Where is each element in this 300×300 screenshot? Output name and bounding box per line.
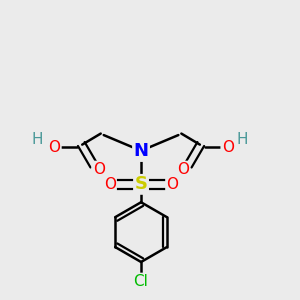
Text: O: O <box>104 177 116 192</box>
Text: H: H <box>237 132 248 147</box>
Text: O: O <box>177 162 189 177</box>
Text: O: O <box>48 140 60 154</box>
Text: O: O <box>93 162 105 177</box>
Text: Cl: Cl <box>134 274 148 289</box>
Text: O: O <box>167 177 178 192</box>
Text: S: S <box>134 175 148 193</box>
Text: H: H <box>32 132 43 147</box>
Text: N: N <box>134 142 148 160</box>
Text: O: O <box>222 140 234 154</box>
